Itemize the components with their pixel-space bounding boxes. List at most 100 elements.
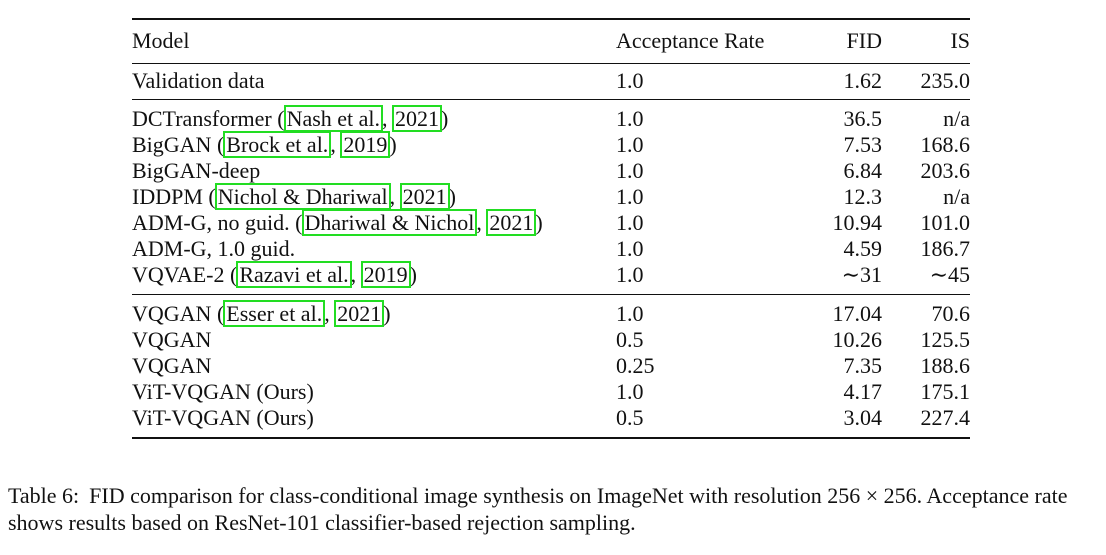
cell-is: 175.1: [920, 378, 971, 404]
cell-acceptance-rate: 1.0: [616, 300, 644, 326]
cell-model: Validation data: [132, 63, 616, 99]
citation-authors-link[interactable]: Brock et al.: [223, 130, 332, 158]
cell-is: 235.0: [920, 68, 971, 93]
table-caption: Table 6: FID comparison for class-conditi…: [8, 482, 1100, 536]
cell-acceptance-rate: 0.5: [616, 326, 644, 352]
caption-label: Table 6:: [8, 483, 80, 508]
cell-fid: 6.84: [843, 157, 883, 183]
cell-fid: 1.62: [843, 68, 883, 93]
model-name: ADM-G, 1.0 guid.: [132, 235, 296, 261]
citation-year-link[interactable]: 2019: [360, 260, 411, 288]
cell-fid: 10.26: [832, 326, 883, 352]
citation-authors-link[interactable]: Nichol & Dhariwal: [214, 182, 391, 210]
table-row: VQVAE-2 (Razavi et al., 2019) 1.0 ∼31 ∼45: [132, 260, 970, 295]
cell-acceptance-rate: 0.5: [616, 404, 644, 430]
cell-fid: 17.04: [832, 300, 883, 326]
group-vqgan: VQGAN (Esser et al., 2021) 1.0 17.04 70.6 VQ…: [132, 294, 970, 438]
table-row: Validation data 1.0 1.62 235.0: [132, 63, 970, 99]
cell-acceptance-rate: 1.0: [616, 261, 644, 287]
model-name: VQGAN: [132, 300, 212, 326]
cell-acceptance-rate: 0.25: [616, 352, 655, 378]
cell-acceptance-rate: 1.0: [616, 183, 644, 209]
table-row: ADM-G, 1.0 guid. 1.0 4.59 186.7: [132, 236, 970, 262]
cell-fid: 36.5: [843, 105, 883, 131]
cell-model: VQGAN (Esser et al., 2021): [132, 299, 391, 327]
citation-year-link[interactable]: 2019: [340, 130, 391, 158]
cell-model: ViT-VQGAN (Ours): [132, 405, 616, 438]
cell-is: 101.0: [920, 209, 971, 235]
table-row: ViT-VQGAN (Ours) 1.0 4.17 175.1: [132, 379, 970, 405]
table-row: BigGAN-deep 1.0 6.84 203.6: [132, 158, 970, 184]
cell-acceptance-rate: 1.0: [616, 131, 644, 157]
caption-text: FID comparison for class-conditional ima…: [8, 483, 1068, 535]
cell-acceptance-rate: 1.0: [616, 105, 644, 131]
cell-fid: 10.94: [832, 209, 883, 235]
cell-model: VQGAN: [132, 327, 616, 353]
cell-fid: 12.3: [843, 183, 883, 209]
citation-year-link[interactable]: 2021: [334, 299, 385, 327]
cell-fid: 4.59: [843, 235, 883, 261]
header-model: Model: [132, 28, 190, 54]
cell-is: 186.7: [920, 235, 971, 261]
table-row: ADM-G, no guid. (Dhariwal & Nichol, 2021…: [132, 208, 971, 236]
cell-is: 168.6: [920, 131, 971, 157]
cell-model: ADM-G, no guid. (Dhariwal & Nichol, 2021…: [132, 208, 543, 236]
cell-model: BigGAN (Brock et al., 2019): [132, 130, 397, 158]
cell-fid: ∼31: [841, 261, 882, 287]
model-name: Validation data: [132, 68, 265, 93]
cell-model: IDDPM (Nichol & Dhariwal, 2021): [132, 182, 456, 210]
cell-is: 188.6: [920, 352, 971, 378]
table-header: Model Acceptance Rate FID IS: [132, 19, 970, 63]
citation-authors-link[interactable]: Razavi et al.: [236, 260, 352, 288]
cell-is: 203.6: [920, 157, 971, 183]
model-name: BigGAN-deep: [132, 157, 261, 183]
model-name: VQGAN: [132, 352, 212, 378]
cell-is: n/a: [943, 183, 970, 209]
table-row: ViT-VQGAN (Ours) 0.5 3.04 227.4: [132, 405, 970, 438]
cell-fid: 4.17: [843, 378, 883, 404]
citation-authors-link[interactable]: Esser et al.: [223, 299, 326, 327]
header-fid: FID: [846, 28, 882, 54]
table-row: VQGAN (Esser et al., 2021) 1.0 17.04 70.6: [132, 294, 970, 327]
cell-model: DCTransformer (Nash et al., 2021): [132, 104, 449, 132]
cell-model: BigGAN-deep: [132, 158, 616, 184]
cell-fid: 7.35: [843, 352, 883, 378]
cell-fid: 3.04: [843, 404, 883, 430]
cell-acceptance-rate: 1.0: [616, 157, 644, 183]
citation-authors-link[interactable]: Nash et al.: [283, 104, 384, 132]
cell-model: VQVAE-2 (Razavi et al., 2019): [132, 260, 417, 288]
model-name: BigGAN: [132, 131, 212, 157]
table-row: VQGAN 0.5 10.26 125.5: [132, 327, 970, 353]
cell-model: ADM-G, 1.0 guid.: [132, 236, 616, 262]
header-row: Model Acceptance Rate FID IS: [132, 19, 970, 63]
header-acceptance-rate: Acceptance Rate: [616, 28, 765, 54]
citation-year-link[interactable]: 2021: [399, 182, 450, 210]
cell-is: ∼45: [929, 261, 970, 287]
results-table: Model Acceptance Rate FID IS Validation …: [132, 18, 970, 439]
cell-is: 70.6: [931, 300, 971, 326]
group-validation: Validation data 1.0 1.62 235.0: [132, 63, 970, 99]
cell-model: VQGAN: [132, 353, 616, 379]
model-name: IDDPM: [132, 183, 203, 209]
table-row: VQGAN 0.25 7.35 188.6: [132, 353, 970, 379]
cell-acceptance-rate: 1.0: [616, 235, 644, 261]
cell-is: n/a: [943, 105, 970, 131]
cell-model: ViT-VQGAN (Ours): [132, 379, 616, 405]
cell-is: 227.4: [920, 404, 971, 430]
citation-year-link[interactable]: 2021: [392, 104, 443, 132]
model-name: ViT-VQGAN (Ours): [132, 378, 314, 404]
model-name: DCTransformer: [132, 105, 272, 131]
citation-authors-link[interactable]: Dhariwal & Nichol: [301, 208, 478, 236]
table-row: IDDPM (Nichol & Dhariwal, 2021) 1.0 12.3 n/…: [132, 182, 970, 210]
cell-acceptance-rate: 1.0: [616, 378, 644, 404]
citation-year-link[interactable]: 2021: [486, 208, 537, 236]
model-name: ADM-G, no guid.: [132, 209, 290, 235]
cell-fid: 7.53: [843, 131, 883, 157]
table-row: BigGAN (Brock et al., 2019) 1.0 7.53 168.6: [132, 130, 971, 158]
group-baselines: DCTransformer (Nash et al., 2021) 1.0 36.5…: [132, 99, 970, 294]
model-name: ViT-VQGAN (Ours): [132, 404, 314, 430]
model-name: VQGAN: [132, 326, 212, 352]
cell-acceptance-rate: 1.0: [616, 209, 644, 235]
table-row: DCTransformer (Nash et al., 2021) 1.0 36.5…: [132, 99, 970, 132]
header-is: IS: [950, 28, 970, 54]
